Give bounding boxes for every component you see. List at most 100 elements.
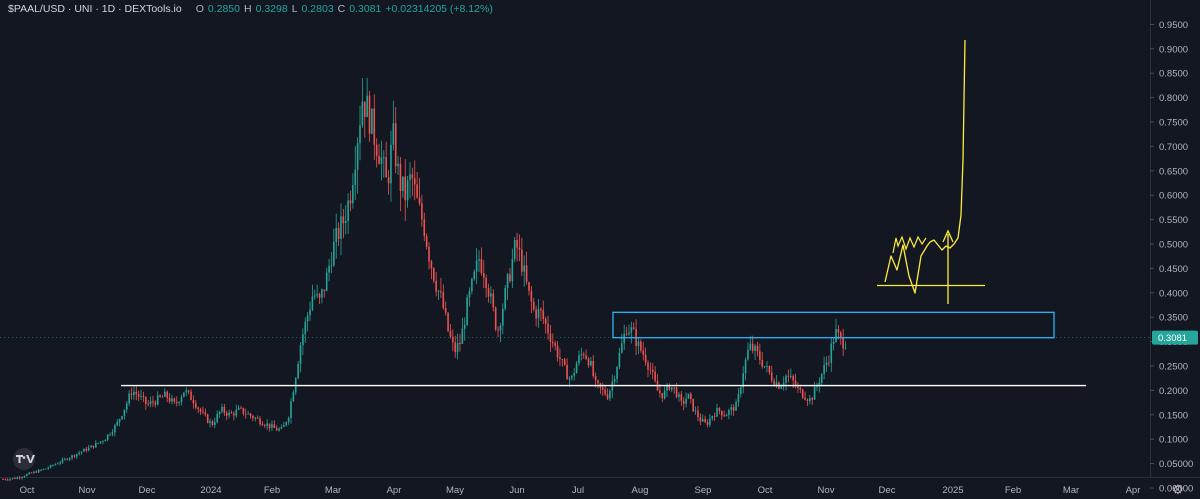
- candle-body: [554, 343, 556, 346]
- x-tick-label: Sep: [695, 485, 712, 496]
- candle-body: [309, 309, 311, 316]
- candle-body: [839, 332, 842, 338]
- candle-body: [228, 412, 230, 416]
- candle-body: [590, 360, 592, 366]
- candle-body: [640, 341, 642, 351]
- candle-body: [285, 422, 288, 426]
- candle-body: [673, 387, 675, 389]
- candle-body: [718, 408, 721, 411]
- candle-body: [368, 95, 371, 134]
- candle-body: [180, 396, 183, 403]
- candle-body: [694, 410, 697, 412]
- y-tick-label: 0.7000: [1159, 142, 1188, 153]
- candle-body: [11, 478, 14, 479]
- candle-body: [197, 407, 199, 409]
- chart-header: $PAAL/USD · UNI · 1D · DEXTools.io O 0.28…: [8, 3, 493, 15]
- y-tick-label: 0.6500: [1159, 166, 1188, 177]
- candle-body: [785, 375, 787, 383]
- candle-body: [711, 415, 714, 419]
- candle-body: [523, 265, 526, 272]
- candle-body: [78, 452, 80, 454]
- candle-body: [668, 384, 671, 390]
- candle-body: [402, 176, 404, 191]
- candle-body: [571, 375, 573, 379]
- y-tick-label: 0.6000: [1159, 191, 1188, 202]
- candle-body: [218, 411, 221, 415]
- candle-body: [359, 125, 361, 144]
- symbol-label[interactable]: $PAAL/USD · UNI · 1D · DEXTools.io: [8, 3, 182, 15]
- candle-body: [123, 409, 126, 417]
- candle-body: [318, 294, 321, 298]
- candle-body: [406, 180, 409, 201]
- candle-body: [492, 293, 495, 308]
- y-tick-label: 0.9500: [1159, 20, 1188, 31]
- candle-body: [428, 246, 430, 262]
- candle-body: [578, 355, 580, 364]
- candle-body: [799, 387, 802, 390]
- x-tick-label: Jul: [572, 485, 584, 496]
- candle-body: [761, 360, 764, 367]
- candle-body: [135, 391, 138, 395]
- candle-body: [118, 419, 121, 422]
- candle-body: [111, 432, 114, 435]
- candle-body: [678, 394, 680, 397]
- candle-body: [468, 291, 471, 298]
- candle-body: [202, 411, 204, 413]
- candle-body: [630, 327, 633, 333]
- candle-body: [482, 273, 485, 278]
- candle-body: [740, 387, 742, 394]
- candle-body: [487, 288, 490, 297]
- candle-body: [759, 351, 761, 361]
- candle-body: [809, 398, 811, 401]
- candle-body: [247, 413, 249, 415]
- candle-body: [92, 445, 95, 448]
- x-tick-label: Feb: [264, 485, 280, 496]
- candle-body: [513, 239, 516, 260]
- y-tick-label: 0.4500: [1159, 264, 1188, 275]
- candle-body: [216, 414, 219, 423]
- candle-body: [42, 468, 45, 470]
- candles: [2, 77, 847, 482]
- candle-body: [214, 422, 216, 425]
- candle-body: [80, 451, 83, 453]
- candle-body: [209, 421, 211, 423]
- candle-body: [9, 478, 11, 480]
- candle-body: [720, 410, 723, 416]
- candle-body: [478, 259, 480, 261]
- candle-body: [609, 390, 611, 399]
- candle-body: [744, 359, 747, 374]
- candle-body: [75, 453, 78, 457]
- candle-body: [235, 409, 238, 416]
- candle-body: [304, 321, 307, 335]
- candle-body: [33, 471, 35, 473]
- candle-body: [278, 428, 280, 431]
- candle-body: [452, 336, 454, 343]
- candle-body: [568, 378, 571, 380]
- candle-body: [797, 386, 799, 388]
- candle-body: [582, 354, 585, 356]
- candle-body: [342, 216, 345, 224]
- candle-body: [521, 249, 523, 272]
- gear-icon[interactable]: ⚙: [1172, 482, 1184, 497]
- candle-body: [747, 349, 749, 360]
- candle-body: [775, 382, 778, 386]
- tradingview-logo-icon[interactable]: [10, 448, 38, 470]
- candle-body: [61, 459, 64, 463]
- candle-body: [90, 445, 92, 448]
- candle-body: [456, 342, 459, 353]
- candle-body: [692, 398, 695, 412]
- candle-body: [104, 439, 107, 442]
- x-tick-label: 2024: [200, 485, 221, 496]
- y-tick-label: 0.9000: [1159, 44, 1188, 55]
- x-tick-label: Nov: [818, 485, 835, 496]
- candle-body: [6, 479, 9, 481]
- candle-body: [280, 426, 283, 429]
- candle-body: [390, 144, 392, 184]
- candle-body: [142, 395, 145, 397]
- candle-body: [844, 348, 847, 349]
- candle-body: [237, 407, 240, 410]
- candle-body: [16, 477, 19, 479]
- candle-body: [704, 419, 706, 423]
